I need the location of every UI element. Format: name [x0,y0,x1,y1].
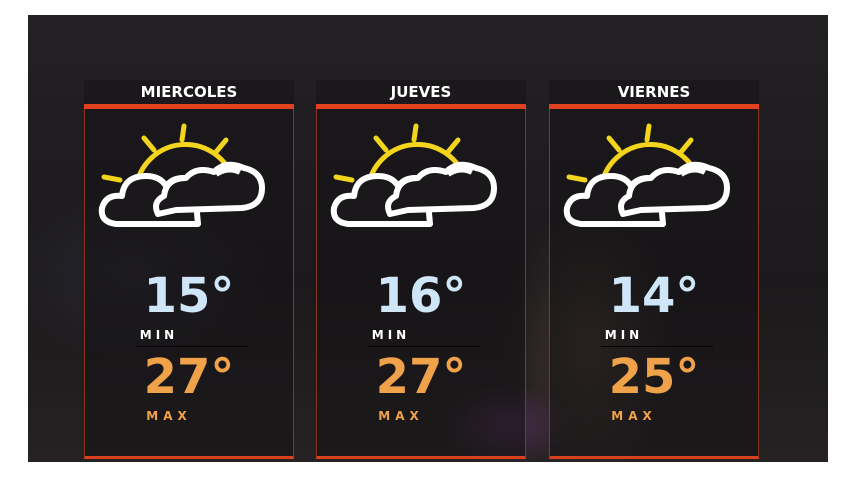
min-label: MIN [371,328,411,342]
partly-cloudy-icon [561,120,741,234]
min-temperature: 14° [608,268,700,324]
min-temperature: 16° [375,268,467,324]
day-name: JUEVES [316,80,526,104]
panel-frame [549,109,759,459]
forecast-panel: JUEVES 16° MIN 27° MAX [316,80,526,460]
min-label: MIN [604,328,644,342]
day-name: MIERCOLES [84,80,294,104]
min-label: MIN [139,328,179,342]
day-name: VIERNES [549,80,759,104]
partly-cloudy-icon [328,120,508,234]
accent-bar [316,104,526,109]
forecast-panel: MIERCOLES 15° MIN 27° MAX [84,80,294,460]
max-label: MAX [146,409,192,423]
divider [368,346,480,347]
divider [136,346,248,347]
min-temperature: 15° [143,268,235,324]
panel-frame [316,109,526,459]
forecast-panel: VIERNES 14° MIN 25° MAX [549,80,759,460]
max-temperature: 25° [608,349,700,405]
max-label: MAX [378,409,424,423]
divider [601,346,713,347]
accent-bar [549,104,759,109]
max-label: MAX [611,409,657,423]
panel-frame [84,109,294,459]
max-temperature: 27° [375,349,467,405]
partly-cloudy-icon [96,120,276,234]
max-temperature: 27° [143,349,235,405]
accent-bar [84,104,294,109]
